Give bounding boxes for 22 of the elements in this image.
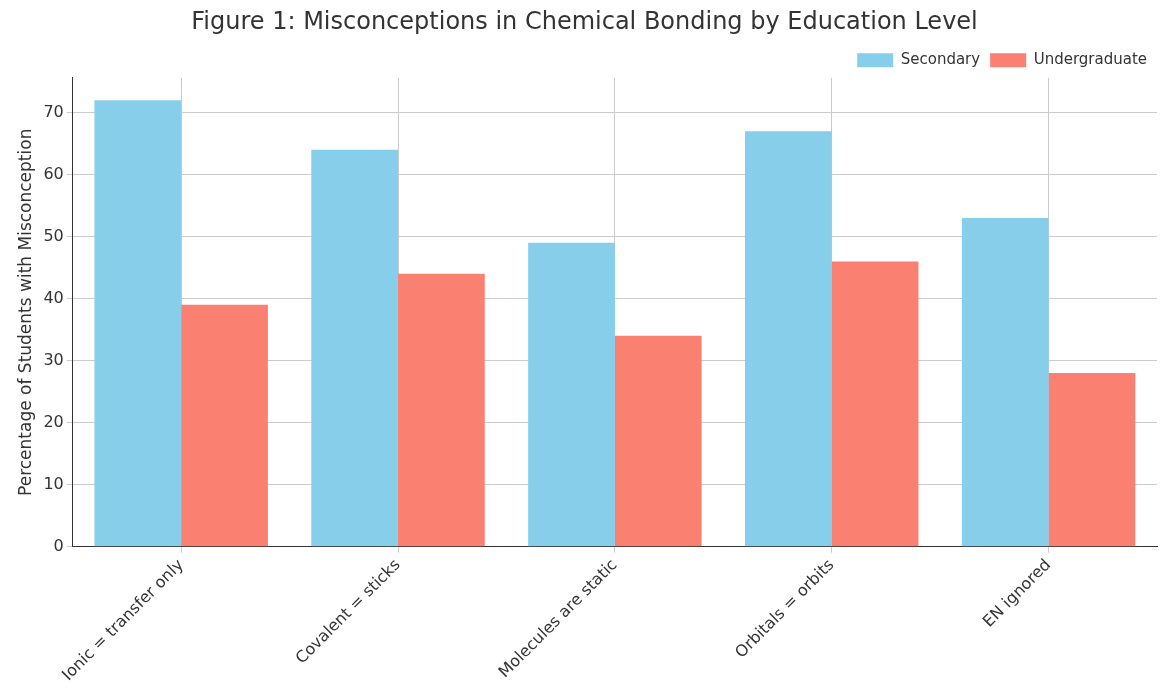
bar — [614, 335, 702, 547]
bar — [831, 261, 919, 547]
y-tick-label: 60 — [43, 163, 64, 183]
y-tick-label: 30 — [43, 349, 64, 369]
bar — [961, 217, 1049, 547]
y-tick-label: 20 — [43, 411, 64, 431]
bar — [528, 242, 615, 547]
y-tick-label: 40 — [43, 287, 64, 307]
y-tick-label: 70 — [43, 101, 64, 121]
bar — [311, 149, 399, 547]
bar — [94, 100, 182, 547]
y-axis-title: Percentage of Students with Misconception — [14, 128, 35, 496]
y-tick-label: 10 — [43, 473, 64, 493]
bar — [398, 273, 485, 547]
bar — [181, 304, 268, 547]
y-tick-label: 0 — [53, 535, 64, 555]
legend-label: Secondary — [900, 50, 981, 69]
y-tick-label: 50 — [43, 225, 64, 245]
chart-title: Figure 1: Misconceptions in Chemical Bonding by Education Level — [191, 6, 978, 35]
bar — [744, 131, 832, 547]
legend-label: Undergraduate — [1033, 50, 1148, 69]
bar — [1048, 373, 1136, 547]
